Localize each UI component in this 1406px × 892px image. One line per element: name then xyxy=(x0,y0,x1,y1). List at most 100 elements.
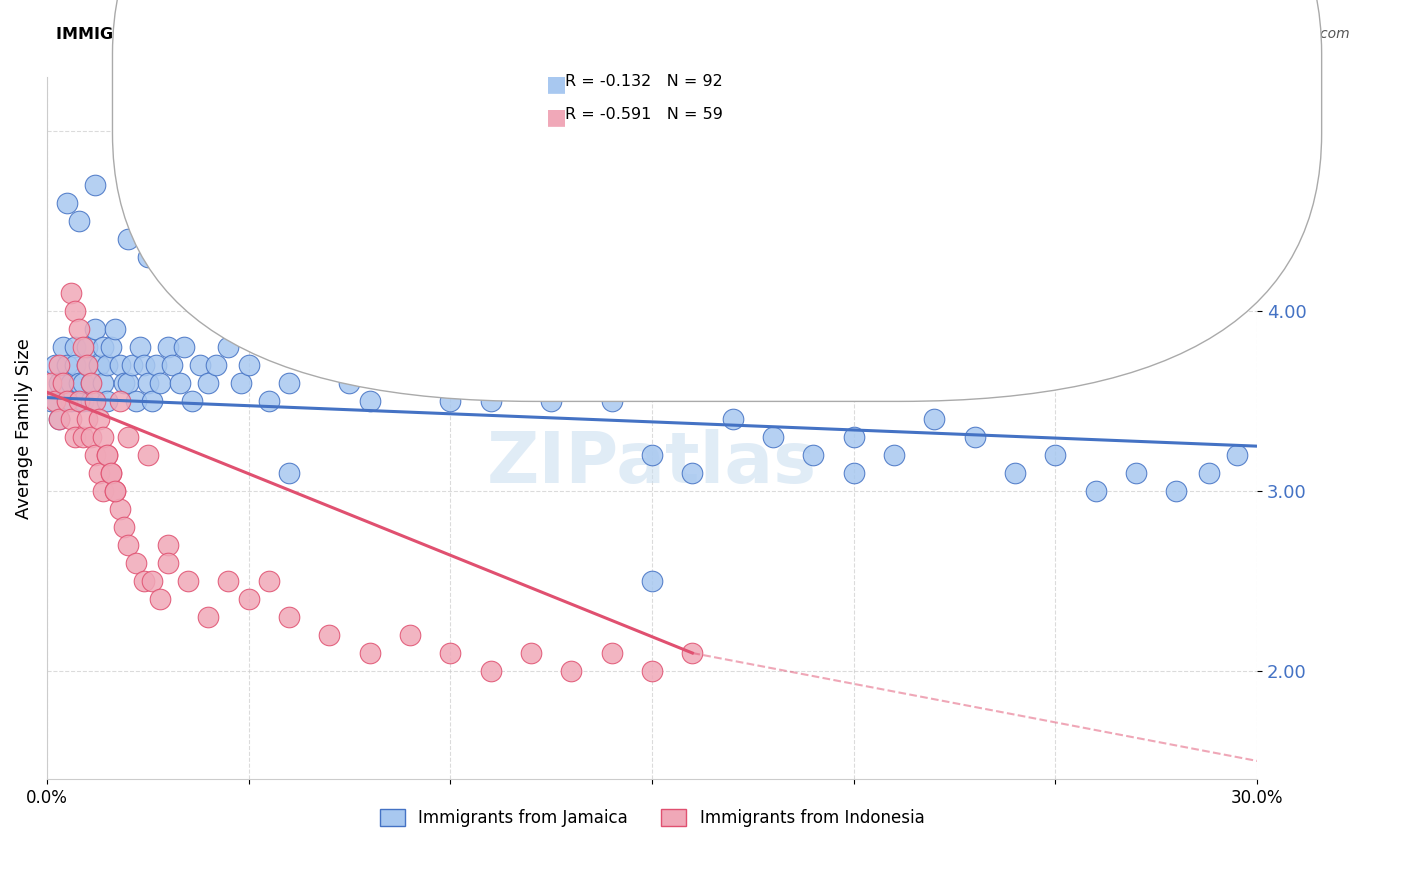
Point xyxy=(197,610,219,624)
Y-axis label: Average Family Size: Average Family Size xyxy=(15,338,32,518)
Point xyxy=(132,358,155,372)
Point xyxy=(52,340,75,354)
Point xyxy=(278,610,301,624)
Point xyxy=(156,538,179,552)
Point xyxy=(108,502,131,516)
Point xyxy=(39,394,62,409)
Point xyxy=(76,412,98,426)
Point xyxy=(52,376,75,391)
Point xyxy=(136,376,159,391)
Point xyxy=(359,394,381,409)
Point xyxy=(63,358,86,372)
Point xyxy=(188,358,211,372)
Point xyxy=(681,646,703,660)
Point xyxy=(104,484,127,499)
Point xyxy=(96,358,118,372)
Point xyxy=(67,214,90,228)
Point xyxy=(93,376,115,391)
Point xyxy=(924,412,946,426)
Point xyxy=(60,394,83,409)
Point xyxy=(72,430,94,444)
Point xyxy=(1084,484,1107,499)
Point xyxy=(63,304,86,318)
Point xyxy=(181,394,204,409)
Legend: Immigrants from Jamaica, Immigrants from Indonesia: Immigrants from Jamaica, Immigrants from… xyxy=(373,802,931,834)
Point xyxy=(121,358,143,372)
Point xyxy=(600,646,623,660)
Point xyxy=(80,430,103,444)
Point xyxy=(89,358,111,372)
Point xyxy=(641,664,664,678)
Point xyxy=(842,430,865,444)
Point xyxy=(63,340,86,354)
Point xyxy=(96,448,118,462)
Point xyxy=(641,574,664,588)
Point xyxy=(439,646,461,660)
Point xyxy=(96,394,118,409)
Point xyxy=(104,322,127,336)
Point xyxy=(48,376,70,391)
Text: Source: ZipAtlas.com: Source: ZipAtlas.com xyxy=(1202,27,1350,41)
Point xyxy=(60,412,83,426)
Point xyxy=(177,574,200,588)
Point xyxy=(540,394,562,409)
Point xyxy=(197,376,219,391)
Point xyxy=(136,250,159,264)
Point xyxy=(80,376,103,391)
Point xyxy=(93,484,115,499)
Point xyxy=(641,448,664,462)
Point xyxy=(84,178,107,193)
Point xyxy=(60,376,83,391)
Point xyxy=(560,664,582,678)
Point xyxy=(439,286,461,301)
Point xyxy=(217,574,239,588)
Point xyxy=(48,412,70,426)
Point xyxy=(149,376,172,391)
Point xyxy=(67,394,90,409)
Point xyxy=(112,520,135,534)
Point xyxy=(1004,466,1026,480)
Point xyxy=(117,376,139,391)
Point xyxy=(238,592,260,607)
Point xyxy=(439,394,461,409)
Point xyxy=(84,322,107,336)
Point xyxy=(84,394,107,409)
Point xyxy=(156,340,179,354)
Point xyxy=(278,376,301,391)
Text: ■: ■ xyxy=(546,107,567,127)
Point xyxy=(160,358,183,372)
Point xyxy=(117,538,139,552)
Point xyxy=(339,322,361,336)
Point xyxy=(479,664,502,678)
Point xyxy=(169,376,191,391)
Point xyxy=(44,394,66,409)
Point xyxy=(112,376,135,391)
Point xyxy=(124,556,146,570)
Point xyxy=(52,376,75,391)
Point xyxy=(93,340,115,354)
Point xyxy=(399,628,422,642)
Point xyxy=(60,286,83,301)
Text: ■: ■ xyxy=(546,74,567,94)
Point xyxy=(100,340,122,354)
Point xyxy=(149,592,172,607)
Point xyxy=(378,358,401,372)
Point xyxy=(1166,484,1188,499)
Point xyxy=(76,358,98,372)
Point xyxy=(238,358,260,372)
Point xyxy=(318,628,340,642)
Point xyxy=(419,358,441,372)
Point xyxy=(205,358,228,372)
Point xyxy=(141,574,163,588)
Point xyxy=(100,466,122,480)
Point xyxy=(520,646,543,660)
Point xyxy=(560,376,582,391)
Point xyxy=(117,430,139,444)
Point xyxy=(681,466,703,480)
Text: R = -0.132   N = 92: R = -0.132 N = 92 xyxy=(565,74,723,89)
Point xyxy=(257,574,280,588)
Point xyxy=(56,394,79,409)
Point xyxy=(883,448,905,462)
Point xyxy=(56,394,79,409)
Point xyxy=(803,448,825,462)
